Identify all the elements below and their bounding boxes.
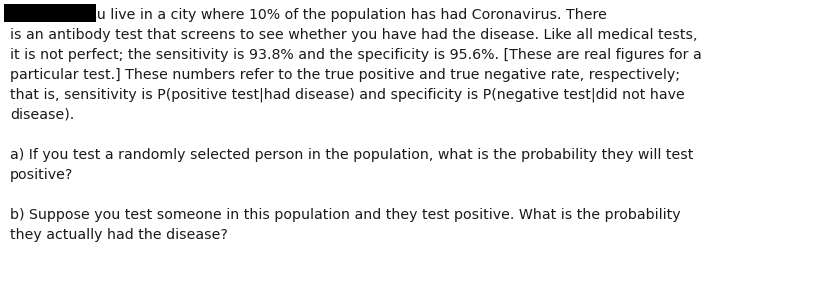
Text: is an antibody test that screens to see whether you have had the disease. Like a: is an antibody test that screens to see … [10,28,697,42]
Bar [4,4,96,22]
Text: particular test.] These numbers refer to the true positive and true negative rat: particular test.] These numbers refer to… [10,68,680,82]
Text: b) Suppose you test someone in this population and they test positive. What is t: b) Suppose you test someone in this popu… [10,208,681,222]
Text: it is not perfect; the sensitivity is 93.8% and the specificity is 95.6%. [These: it is not perfect; the sensitivity is 93… [10,48,701,62]
Text: they actually had the disease?: they actually had the disease? [10,228,228,242]
Text: disease).: disease). [10,108,74,122]
Text: a) If you test a randomly selected person in the population, what is the probabi: a) If you test a randomly selected perso… [10,148,693,162]
Text: that is, sensitivity is P(positive test|had disease) and specificity is P(negati: that is, sensitivity is P(positive test|… [10,88,685,102]
Text: Suppose you live in a city where 10% of the population has had Coronavirus. Ther: Suppose you live in a city where 10% of … [10,8,607,22]
Text: positive?: positive? [10,168,73,182]
